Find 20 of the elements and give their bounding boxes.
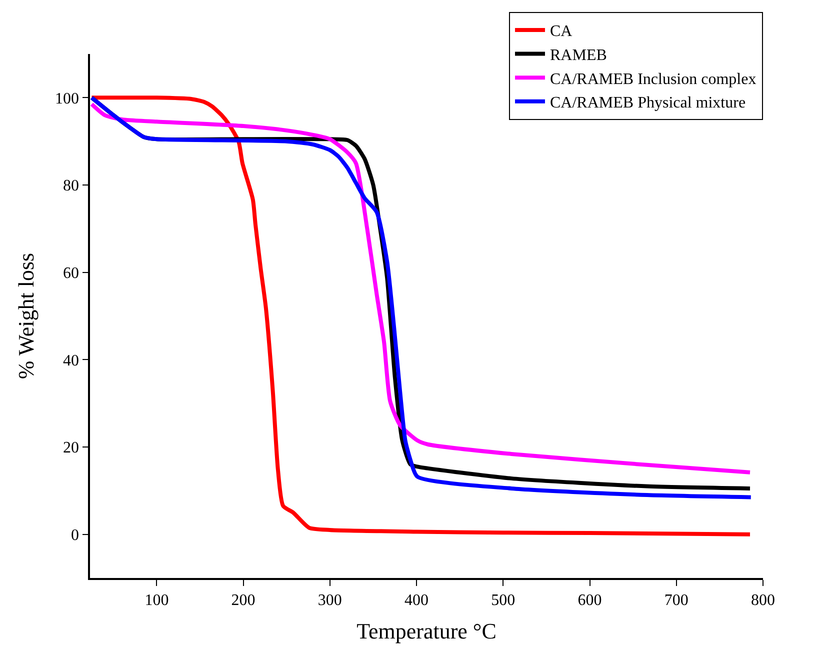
y-tick-label: 20: [63, 440, 80, 457]
y-tick-label: 100: [55, 90, 80, 108]
legend-label: CA: [550, 23, 573, 40]
x-tick-label: 100: [144, 592, 169, 609]
x-tick-label: 200: [231, 592, 256, 609]
y-tick-label: 60: [63, 264, 80, 282]
y-tick-label: 40: [63, 352, 80, 370]
legend-label: CA/RAMEB Inclusion complex: [550, 70, 756, 88]
legend-label: CA/RAMEB Physical mixture: [550, 94, 746, 112]
x-tick-label: 600: [578, 592, 602, 609]
x-tick-label: 800: [751, 592, 775, 609]
x-axis-title: Temperature °C: [356, 618, 496, 644]
legend-label: RAMEB: [550, 47, 607, 64]
x-tick-label: 500: [491, 592, 516, 609]
y-axis-title: % Weight loss: [13, 252, 38, 380]
x-tick-label: 300: [318, 592, 342, 609]
x-tick-label: 400: [404, 592, 429, 609]
x-tick-label: 700: [664, 592, 688, 609]
y-tick-label: 0: [71, 526, 80, 544]
y-tick-label: 80: [63, 178, 80, 195]
